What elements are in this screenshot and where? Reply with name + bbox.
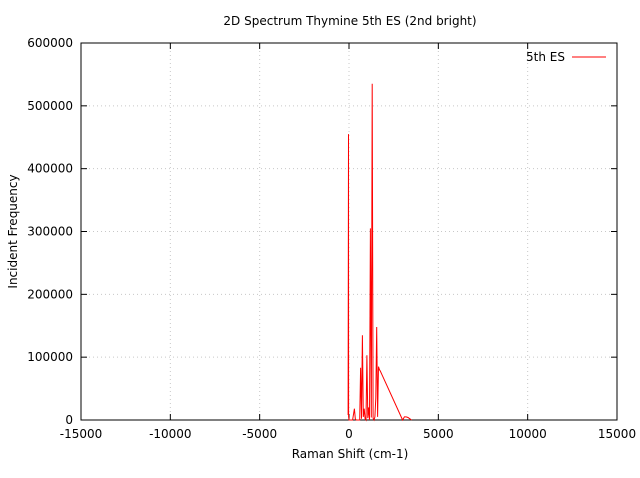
x-axis-label: Raman Shift (cm-1)	[292, 447, 409, 461]
legend-label-5th-es: 5th ES	[526, 50, 565, 64]
y-tick-label: 100000	[27, 350, 73, 364]
y-tick-label: 400000	[27, 162, 73, 176]
y-axis-label: Incident Frequency	[6, 174, 20, 288]
y-tick-label: 300000	[27, 225, 73, 239]
legend: 5th ES	[526, 50, 606, 64]
x-axis: -15000 -10000 -5000 0 5000 10000 15000	[60, 43, 636, 441]
y-tick-label: 600000	[27, 36, 73, 50]
plot-area	[347, 83, 412, 422]
x-tick-label: 0	[345, 427, 353, 441]
x-tick-label: -10000	[149, 427, 192, 441]
x-tick-label: 5000	[423, 427, 454, 441]
x-tick-label: 15000	[598, 427, 636, 441]
chart-title: 2D Spectrum Thymine 5th ES (2nd bright)	[223, 14, 476, 28]
y-axis: 0 100000 200000 300000 400000 500000 600000	[27, 36, 617, 427]
x-tick-label: -15000	[60, 427, 103, 441]
x-tick-label: -5000	[242, 427, 277, 441]
series-line-5th-es	[347, 83, 412, 422]
x-tick-label: 10000	[509, 427, 547, 441]
y-tick-label: 200000	[27, 287, 73, 301]
y-tick-label: 500000	[27, 99, 73, 113]
y-tick-label: 0	[65, 413, 73, 427]
